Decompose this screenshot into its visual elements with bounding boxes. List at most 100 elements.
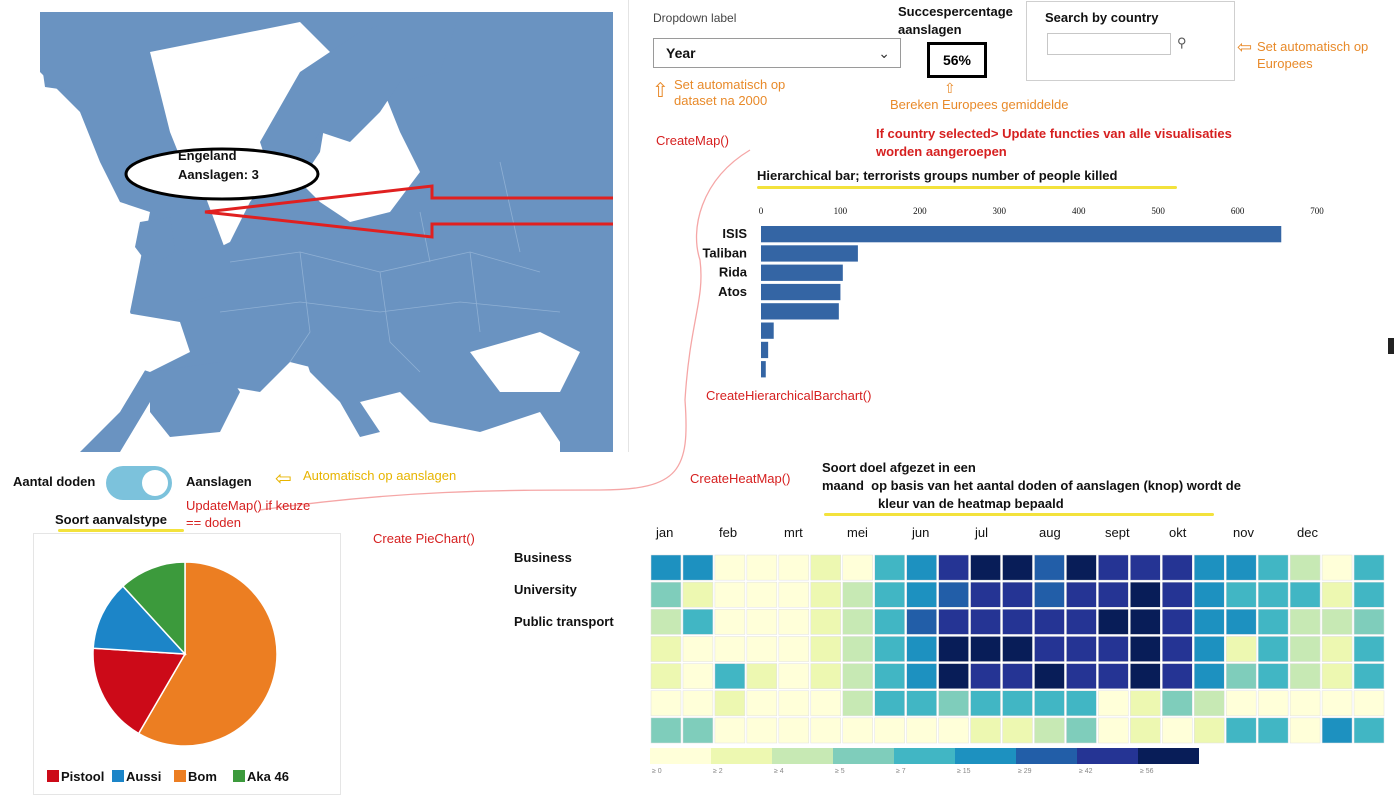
europe-map[interactable]: Engeland Aanslagen: 3 [0,12,657,452]
heatmap-cell[interactable] [1098,663,1129,689]
heatmap-cell[interactable] [714,663,746,689]
heatmap-cell[interactable] [1162,609,1193,635]
heatmap-cell[interactable] [1034,663,1065,689]
heatmap-cell[interactable] [810,554,841,581]
heatmap-cell[interactable] [1002,690,1033,717]
heatmap-cell[interactable] [746,663,778,689]
heatmap-cell[interactable] [1130,581,1161,608]
heatmap-cell[interactable] [1353,581,1385,608]
heatmap-cell[interactable] [874,609,905,635]
heatmap-cell[interactable] [938,717,969,744]
heatmap-cell[interactable] [1130,636,1161,662]
heatmap-cell[interactable] [1257,609,1289,635]
heatmap-cell[interactable] [874,636,905,662]
heatmap-cell[interactable] [1034,581,1065,608]
heatmap-cell[interactable] [682,581,714,608]
heatmap-cell[interactable] [1257,690,1289,717]
heatmap-cell[interactable] [746,690,778,717]
heatmap-cell[interactable] [778,581,810,608]
heatmap-cell[interactable] [810,663,841,689]
heatmap-cell[interactable] [874,690,905,717]
heatmap-cell[interactable] [906,609,937,635]
heatmap-cell[interactable] [682,554,714,581]
pie-slice-aussi[interactable] [92,585,187,655]
heatmap-cell[interactable] [970,663,1001,689]
heatmap-cell[interactable] [1066,554,1097,581]
heatmap[interactable] [650,554,1385,744]
heatmap-cell[interactable] [650,554,682,581]
heatmap-cell[interactable] [906,581,937,608]
heatmap-cell[interactable] [1098,581,1129,608]
heatmap-cell[interactable] [1002,663,1033,689]
heatmap-cell[interactable] [778,717,810,744]
heatmap-cell[interactable] [746,581,778,608]
heatmap-cell[interactable] [1257,581,1289,608]
heatmap-cell[interactable] [874,663,905,689]
heatmap-cell[interactable] [970,609,1001,635]
heatmap-cell[interactable] [874,717,905,744]
heatmap-cell[interactable] [1353,554,1385,581]
heatmap-cell[interactable] [1225,663,1257,689]
heatmap-cell[interactable] [1098,609,1129,635]
pie-slice-bom[interactable] [137,561,278,747]
heatmap-cell[interactable] [1098,690,1129,717]
heatmap-cell[interactable] [1162,690,1193,717]
bar-atos[interactable] [761,283,841,301]
heatmap-cell[interactable] [1066,636,1097,662]
heatmap-cell[interactable] [810,581,841,608]
heatmap-cell[interactable] [714,690,746,717]
heatmap-cell[interactable] [1098,636,1129,662]
heatmap-cell[interactable] [1098,717,1129,744]
heatmap-cell[interactable] [1130,690,1161,717]
heatmap-cell[interactable] [970,554,1001,581]
heatmap-cell[interactable] [1353,663,1385,689]
heatmap-cell[interactable] [1321,717,1353,744]
bar-isis[interactable] [761,226,1282,243]
heatmap-cell[interactable] [1066,663,1097,689]
heatmap-cell[interactable] [1162,663,1193,689]
heatmap-cell[interactable] [778,663,810,689]
pie-slice-pistool[interactable] [92,647,187,735]
heatmap-cell[interactable] [1066,609,1097,635]
heatmap-cell[interactable] [1353,636,1385,662]
bar-unlabeled-4[interactable] [761,303,839,320]
heatmap-cell[interactable] [1353,690,1385,717]
heatmap-cell[interactable] [1225,717,1257,744]
heatmap-cell[interactable] [1289,636,1321,662]
heatmap-cell[interactable] [970,636,1001,662]
heatmap-cell[interactable] [778,636,810,662]
heatmap-cell[interactable] [778,554,810,581]
heatmap-cell[interactable] [1130,663,1161,689]
search-input[interactable] [1047,33,1171,55]
barchart[interactable]: 0 100 200 300 400 500 600 700 ISIS Taliban Rida Ato… [700,204,1340,384]
heatmap-cell[interactable] [842,717,873,744]
heatmap-cell[interactable] [1321,690,1353,717]
heatmap-cell[interactable] [1257,717,1289,744]
search-icon[interactable]: ⚲ [1177,35,1187,50]
bar-unlabeled-6[interactable] [761,341,769,359]
heatmap-cell[interactable] [1130,554,1161,581]
heatmap-cell[interactable] [714,554,746,581]
heatmap-cell[interactable] [1066,581,1097,608]
heatmap-cell[interactable] [1225,609,1257,635]
heatmap-cell[interactable] [1162,554,1193,581]
heatmap-cell[interactable] [1289,609,1321,635]
heatmap-cell[interactable] [842,663,873,689]
heatmap-cell[interactable] [1034,717,1065,744]
heatmap-cell[interactable] [970,581,1001,608]
heatmap-cell[interactable] [682,663,714,689]
heatmap-cell[interactable] [1321,663,1353,689]
heatmap-cell[interactable] [938,636,969,662]
heatmap-cell[interactable] [1002,609,1033,635]
heatmap-cell[interactable] [1225,581,1257,608]
heatmap-cell[interactable] [1225,636,1257,662]
bar-unlabeled-5[interactable] [761,322,774,339]
heatmap-cell[interactable] [1257,554,1289,581]
europe-map-svg[interactable] [0,12,657,452]
heatmap-cell[interactable] [842,609,873,635]
heatmap-cell[interactable] [874,581,905,608]
heatmap-cell[interactable] [938,554,969,581]
heatmap-cell[interactable] [810,636,841,662]
heatmap-cell[interactable] [1353,609,1385,635]
heatmap-cell[interactable] [650,717,682,744]
